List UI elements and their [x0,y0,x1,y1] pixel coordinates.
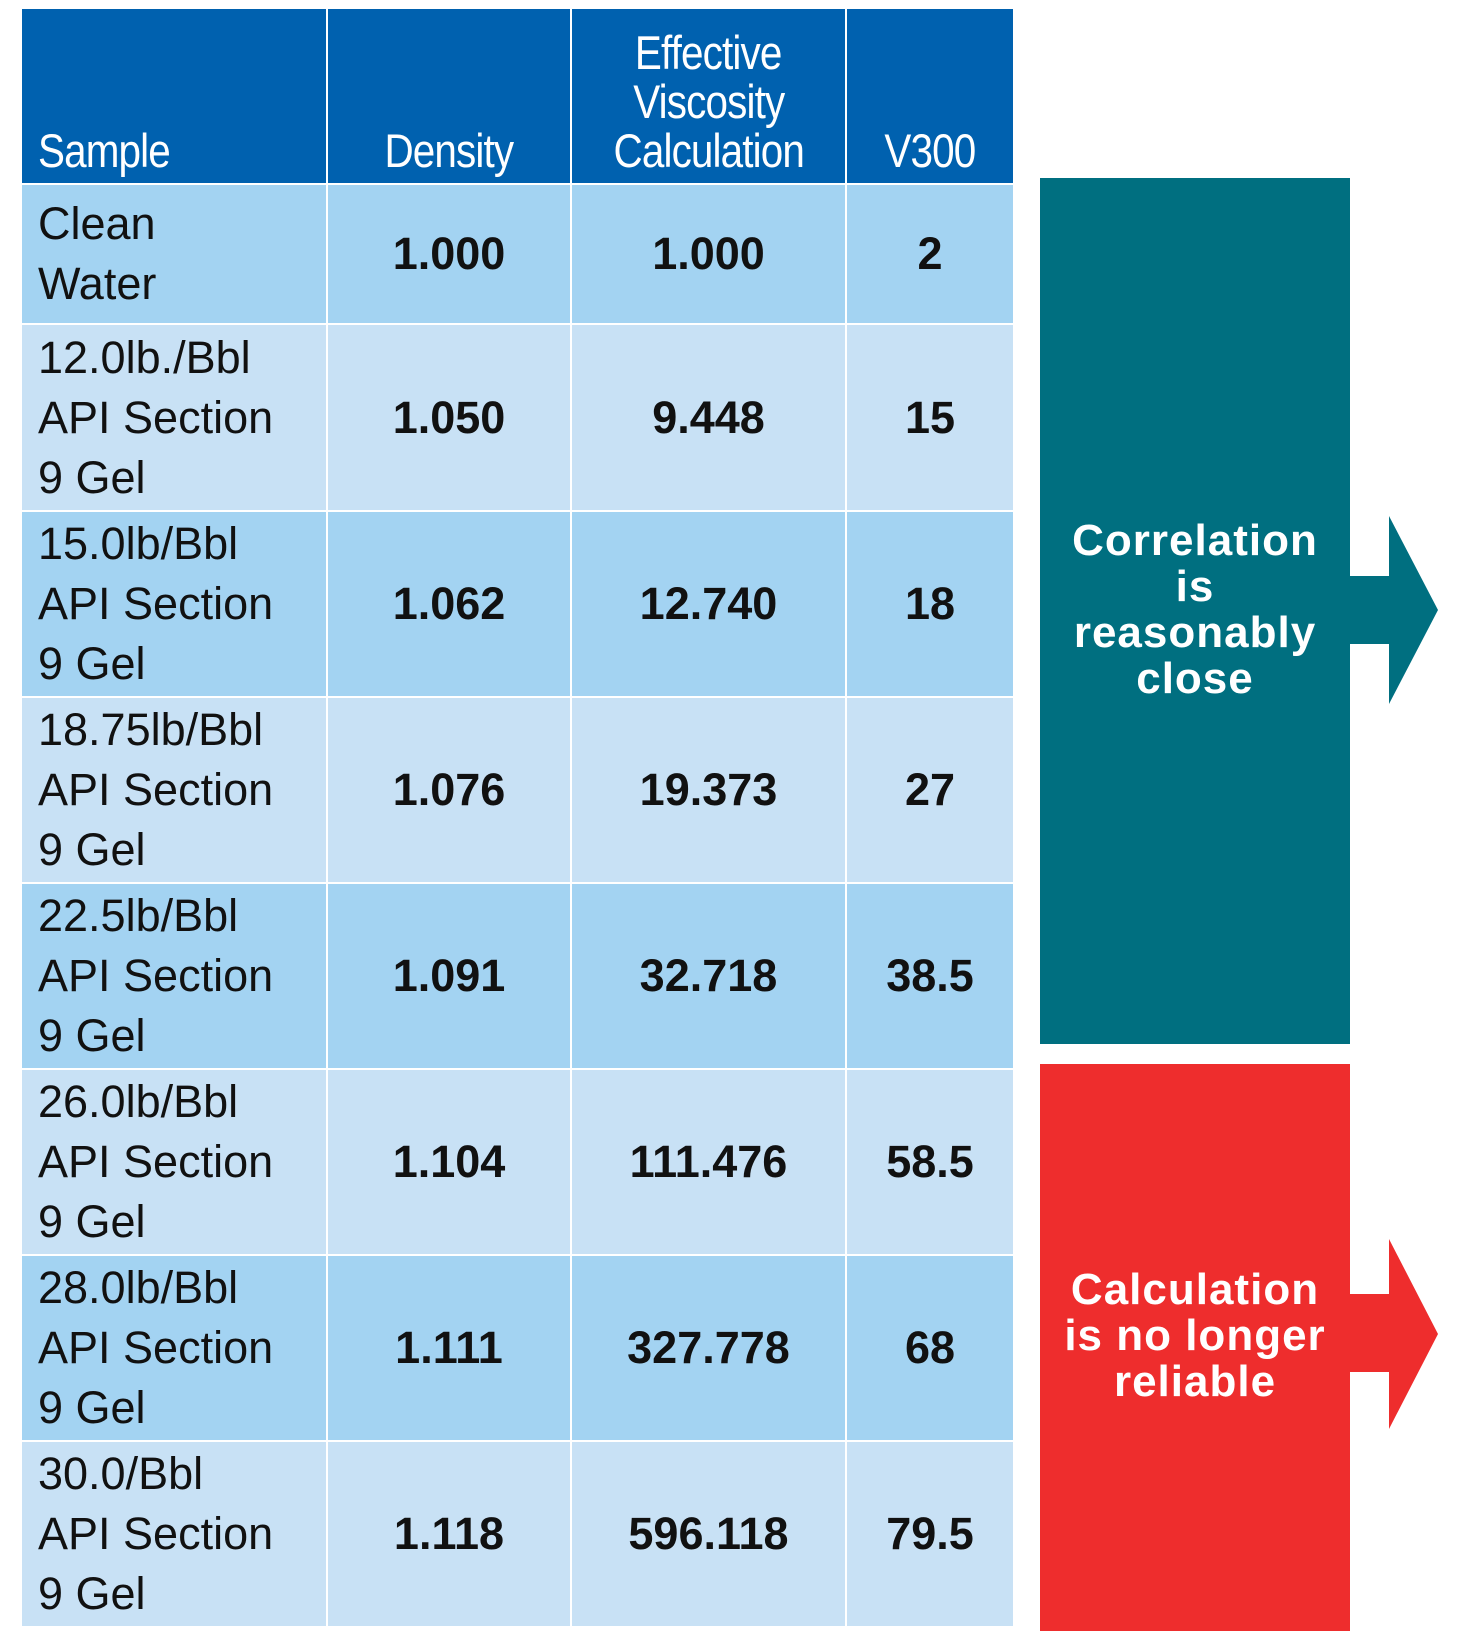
viscosity-cell: 596.118 [570,1440,847,1628]
callout-line: is no longer [1064,1311,1326,1360]
sample-cell: 18.75lb/Bbl API Section 9 Gel [20,696,328,884]
sample-cell: 15.0lb/Bbl API Section 9 Gel [20,510,328,698]
v300-cell: 27 [845,696,1015,884]
table-body: Clean Water 1.000 1.000 2 12.0lb./Bbl API Se… [20,183,1015,1628]
table-row: 28.0lb/Bbl API Section 9 Gel 1.111 327.778… [20,1254,1015,1442]
density-cell: 1.118 [326,1440,572,1628]
header-v300: V300 [845,9,1015,185]
density-cell: 1.111 [326,1254,572,1442]
red-arrow-shape [1040,1064,1438,1631]
v300-cell: 38.5 [845,882,1015,1070]
header-row: Sample Density Effective Viscosity Calcu… [20,9,1015,185]
density-cell: 1.104 [326,1068,572,1256]
sample-cell: 30.0/Bbl API Section 9 Gel [20,1440,328,1628]
density-cell: 1.062 [326,510,572,698]
callout-line: close [1136,654,1254,703]
viscosity-table: Sample Density Effective Viscosity Calcu… [20,9,1015,1628]
callout-correlation-text: Correlation is reasonably close [1040,518,1350,702]
viscosity-cell: 327.778 [570,1254,847,1442]
density-cell: 1.000 [326,183,572,325]
v300-cell: 68 [845,1254,1015,1442]
sample-cell: Clean Water [20,183,328,325]
v300-cell: 2 [845,183,1015,325]
callout-line: Correlation [1072,516,1318,565]
header-sample: Sample [20,9,328,185]
table-row: 18.75lb/Bbl API Section 9 Gel 1.076 19.373… [20,696,1015,884]
viscosity-cell: 12.740 [570,510,847,698]
table-row: 15.0lb/Bbl API Section 9 Gel 1.062 12.740 1… [20,510,1015,698]
v300-cell: 79.5 [845,1440,1015,1628]
viscosity-cell: 9.448 [570,323,847,512]
callout-calculation-unreliable: Calculation is no longer reliable [1040,1064,1438,1631]
sample-cell: 28.0lb/Bbl API Section 9 Gel [20,1254,328,1442]
callout-unreliable-text: Calculation is no longer reliable [1040,1267,1350,1405]
callout-correlation-close: Correlation is reasonably close [1040,178,1438,1044]
sample-cell: 22.5lb/Bbl API Section 9 Gel [20,882,328,1070]
sample-cell: 12.0lb./Bbl API Section 9 Gel [20,323,328,512]
viscosity-cell: 111.476 [570,1068,847,1256]
density-cell: 1.076 [326,696,572,884]
table-row: 30.0/Bbl API Section 9 Gel 1.118 596.118 79… [20,1440,1015,1628]
table-row: Clean Water 1.000 1.000 2 [20,183,1015,325]
density-cell: 1.091 [326,882,572,1070]
callout-line: Calculation [1070,1265,1320,1314]
header-density: Density [326,9,572,185]
density-cell: 1.050 [326,323,572,512]
v300-cell: 58.5 [845,1068,1015,1256]
v300-cell: 18 [845,510,1015,698]
table-row: 26.0lb/Bbl API Section 9 Gel 1.104 111.476… [20,1068,1015,1256]
sample-cell: 26.0lb/Bbl API Section 9 Gel [20,1068,328,1256]
table-row: 12.0lb./Bbl API Section 9 Gel 1.050 9.448 1… [20,323,1015,512]
viscosity-cell: 19.373 [570,696,847,884]
viscosity-cell: 32.718 [570,882,847,1070]
header-effective-viscosity: Effective Viscosity Calculation [570,9,847,185]
table-row: 22.5lb/Bbl API Section 9 Gel 1.091 32.718 3… [20,882,1015,1070]
viscosity-cell: 1.000 [570,183,847,325]
teal-arrow-shape [1040,178,1438,1044]
callout-line: reliable [1113,1357,1277,1406]
callout-line: is [1175,562,1215,611]
v300-cell: 15 [845,323,1015,512]
callout-line: reasonably [1073,608,1317,657]
